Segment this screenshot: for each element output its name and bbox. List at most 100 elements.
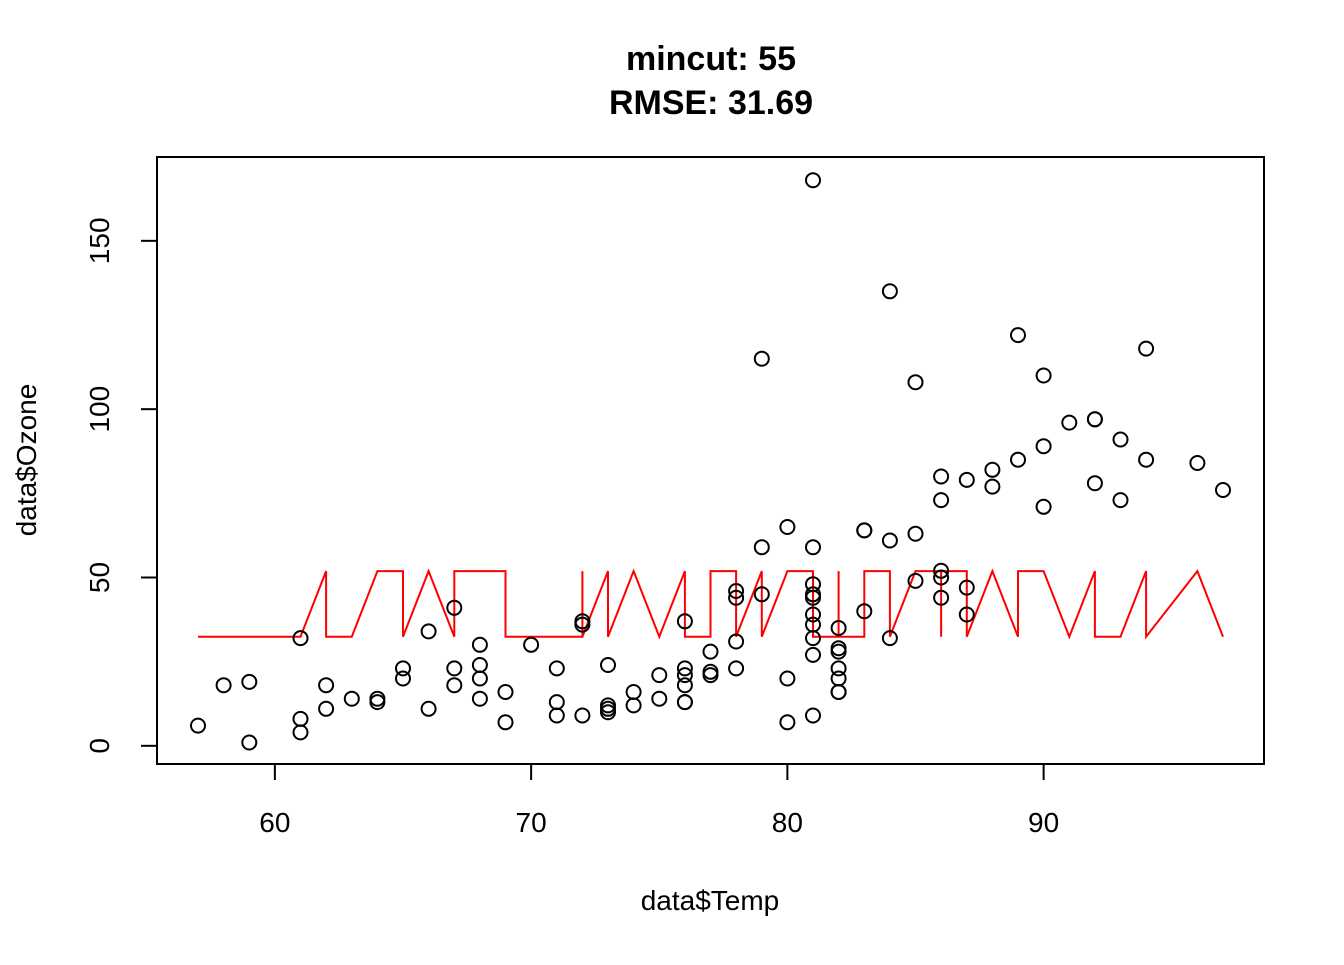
data-point bbox=[215, 677, 232, 694]
data-point bbox=[933, 492, 950, 509]
data-point bbox=[830, 620, 847, 636]
data-point bbox=[446, 599, 463, 616]
data-point bbox=[446, 677, 463, 694]
data-point bbox=[933, 562, 950, 579]
data-point bbox=[830, 640, 847, 657]
data-point bbox=[1010, 451, 1026, 468]
data-point bbox=[369, 690, 386, 707]
y-tick-label: 150 bbox=[84, 217, 115, 264]
data-point bbox=[497, 714, 514, 731]
data-point bbox=[830, 684, 847, 700]
data-point bbox=[292, 724, 309, 741]
data-point bbox=[1138, 451, 1155, 468]
data-point bbox=[292, 630, 309, 647]
data-point bbox=[1086, 411, 1103, 428]
data-point bbox=[420, 700, 437, 717]
data-point bbox=[805, 646, 821, 663]
data-point bbox=[933, 468, 950, 485]
data-point bbox=[343, 690, 360, 707]
x-axis: 60 70 80 90 bbox=[259, 763, 1059, 838]
y-axis: 0 50 100 150 bbox=[84, 217, 158, 754]
data-point bbox=[1215, 482, 1231, 498]
data-point bbox=[471, 670, 488, 687]
data-point bbox=[292, 710, 309, 727]
data-point bbox=[369, 694, 386, 711]
chart-subtitle: RMSE: 31.69 bbox=[609, 84, 813, 122]
data-point bbox=[190, 717, 206, 734]
data-point bbox=[318, 700, 335, 717]
data-point bbox=[907, 374, 924, 391]
data-point bbox=[753, 539, 770, 556]
data-point bbox=[1189, 455, 1206, 471]
data-point bbox=[651, 667, 668, 684]
x-tick-label: 90 bbox=[1028, 807, 1059, 838]
data-point bbox=[548, 660, 565, 677]
data-point bbox=[318, 677, 335, 694]
fit-line bbox=[198, 568, 1224, 640]
data-point bbox=[958, 606, 975, 623]
data-point bbox=[1061, 414, 1078, 431]
data-point bbox=[676, 613, 693, 630]
data-point bbox=[779, 519, 796, 535]
data-point bbox=[881, 283, 898, 300]
data-point bbox=[676, 667, 693, 684]
y-tick-label: 50 bbox=[84, 562, 115, 593]
data-point bbox=[1086, 475, 1103, 492]
data-point bbox=[600, 657, 616, 673]
data-point bbox=[241, 673, 258, 690]
data-point bbox=[728, 660, 745, 677]
data-point bbox=[830, 660, 847, 677]
x-axis-label: data$Temp bbox=[641, 885, 780, 916]
data-point bbox=[471, 636, 488, 653]
data-point bbox=[958, 471, 975, 488]
data-point bbox=[805, 606, 821, 623]
data-point bbox=[574, 707, 591, 724]
data-point bbox=[1112, 431, 1129, 448]
y-axis-label: data$Ozone bbox=[11, 384, 42, 537]
data-point bbox=[523, 636, 540, 653]
data-point bbox=[805, 630, 821, 647]
data-point bbox=[984, 478, 1001, 495]
data-point bbox=[907, 572, 924, 589]
data-point bbox=[830, 670, 847, 687]
data-point bbox=[728, 589, 745, 606]
data-point bbox=[805, 589, 821, 606]
data-points bbox=[190, 172, 1231, 751]
data-point bbox=[471, 657, 488, 673]
data-point bbox=[779, 714, 796, 731]
data-point bbox=[881, 630, 898, 647]
data-point bbox=[933, 569, 950, 586]
x-tick-label: 70 bbox=[516, 807, 547, 838]
data-point bbox=[805, 707, 821, 724]
data-point bbox=[728, 633, 745, 650]
data-point bbox=[446, 660, 463, 677]
data-point bbox=[420, 623, 437, 640]
data-point bbox=[497, 684, 514, 700]
data-point bbox=[241, 734, 258, 751]
data-point bbox=[1010, 327, 1026, 344]
data-point bbox=[1035, 367, 1052, 384]
data-point bbox=[1035, 498, 1052, 515]
data-point bbox=[830, 643, 847, 660]
data-point bbox=[881, 532, 898, 549]
chart-title: mincut: 55 bbox=[626, 40, 796, 78]
data-point bbox=[574, 616, 591, 633]
data-point bbox=[1138, 340, 1155, 357]
data-point bbox=[600, 700, 616, 717]
data-point bbox=[958, 579, 975, 596]
data-point bbox=[753, 586, 770, 603]
data-point bbox=[471, 690, 488, 707]
data-point bbox=[702, 663, 719, 680]
x-tick-label: 80 bbox=[772, 807, 803, 838]
data-point bbox=[395, 670, 411, 687]
data-point bbox=[676, 660, 693, 677]
y-tick-label: 0 bbox=[84, 738, 115, 754]
data-point bbox=[702, 667, 719, 684]
data-point bbox=[805, 172, 821, 189]
y-tick-label: 100 bbox=[84, 386, 115, 433]
data-point bbox=[676, 677, 693, 694]
data-point bbox=[728, 583, 745, 599]
data-point bbox=[1035, 438, 1052, 455]
data-point bbox=[1112, 492, 1129, 509]
data-point bbox=[548, 707, 565, 724]
